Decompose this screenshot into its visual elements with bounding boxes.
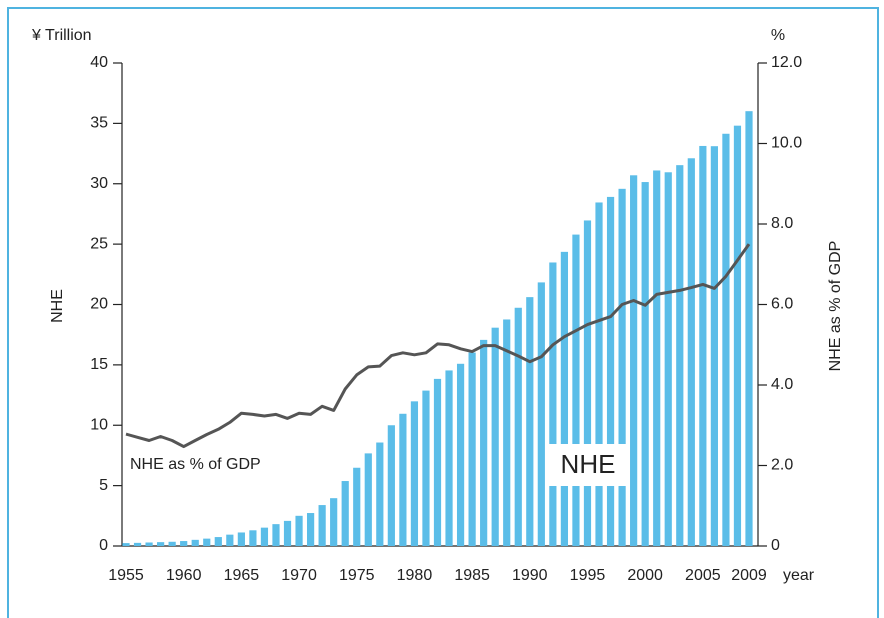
bar	[583, 220, 592, 546]
series-annotation: NHE as % of GDP	[130, 456, 261, 473]
bar	[157, 542, 165, 546]
bar	[260, 527, 269, 546]
bar	[422, 390, 430, 546]
bar	[318, 505, 326, 546]
y-tick-label: 15	[90, 356, 108, 373]
y2-tick-label: 6.0	[771, 296, 793, 313]
bar	[549, 262, 557, 546]
bar	[203, 538, 211, 546]
bar	[226, 534, 234, 546]
series-annotation: NHE	[561, 449, 616, 479]
bar	[456, 363, 465, 546]
bar	[514, 307, 522, 546]
bar	[330, 498, 338, 546]
x-tick-label: 2000	[627, 567, 663, 584]
bar	[664, 172, 672, 546]
bar	[733, 125, 742, 546]
y2-axis-label: NHE as % of GDP	[827, 241, 844, 372]
y-axis-label: NHE	[49, 289, 66, 323]
y-tick-label: 5	[99, 477, 108, 494]
y-tick-label: 0	[99, 537, 108, 554]
x-tick-label: 1975	[339, 567, 375, 584]
bar	[387, 425, 395, 546]
bar	[606, 196, 615, 546]
y-axis-unit: ¥ Trillion	[31, 27, 92, 44]
y-tick-label: 20	[90, 296, 108, 313]
y2-tick-label: 10.0	[771, 135, 802, 152]
bar	[618, 188, 626, 546]
frame	[7, 7, 879, 618]
y2-tick-label: 0	[771, 537, 780, 554]
bar	[468, 352, 476, 546]
x-tick-label: 1995	[570, 567, 606, 584]
bar	[745, 111, 753, 546]
bar	[687, 158, 695, 547]
bar	[433, 378, 442, 546]
bar	[491, 327, 499, 546]
x-tick-label: 1960	[166, 567, 202, 584]
bar	[272, 524, 280, 546]
y-tick-label: 35	[90, 115, 108, 132]
bar	[237, 532, 245, 546]
bar	[480, 339, 488, 546]
bar	[168, 541, 176, 546]
bar	[722, 133, 730, 546]
bar	[122, 543, 130, 546]
bar	[191, 539, 199, 546]
x-tick-label: 1990	[512, 567, 548, 584]
x-tick-label: 2005	[685, 567, 721, 584]
y2-tick-label: 12.0	[771, 54, 802, 71]
x-tick-label: 1980	[397, 567, 433, 584]
bar	[399, 413, 407, 546]
y-tick-label: 10	[90, 416, 108, 433]
line	[125, 243, 751, 449]
bar	[306, 513, 315, 546]
annotation-box	[548, 444, 628, 486]
x-tick-label: 1965	[224, 567, 260, 584]
bar	[249, 530, 257, 546]
bar	[537, 282, 545, 546]
bar	[214, 537, 222, 546]
y2-tick-label: 8.0	[771, 215, 793, 232]
bar	[145, 542, 153, 546]
bar	[526, 297, 534, 546]
x-tick-label: 1985	[454, 567, 490, 584]
y-tick-label: 25	[90, 235, 108, 252]
bar	[283, 520, 292, 546]
bar	[376, 442, 384, 546]
y2-tick-label: 4.0	[771, 376, 793, 393]
bar	[341, 481, 349, 546]
y2-tick-label: 2.0	[771, 457, 793, 474]
bar	[180, 541, 188, 546]
x-tick-label: 2009	[731, 567, 767, 584]
bar	[710, 146, 718, 546]
y-tick-label: 40	[90, 54, 108, 71]
bar	[353, 467, 361, 546]
bar	[630, 175, 638, 547]
bar	[410, 401, 419, 546]
y-tick-label: 30	[90, 175, 108, 192]
bar	[445, 370, 453, 546]
bar	[295, 515, 303, 546]
x-tick-label: 1955	[108, 567, 144, 584]
bar	[572, 234, 580, 546]
bar	[503, 319, 511, 546]
bar	[364, 453, 372, 546]
bar	[595, 202, 603, 546]
bar	[699, 145, 707, 546]
bar	[133, 542, 142, 546]
bar	[676, 165, 684, 547]
y2-axis-unit: %	[771, 27, 785, 44]
bar	[653, 170, 661, 546]
bar	[641, 182, 649, 546]
bar	[560, 251, 569, 546]
x-axis-label: year	[783, 567, 815, 584]
x-tick-label: 1970	[281, 567, 317, 584]
